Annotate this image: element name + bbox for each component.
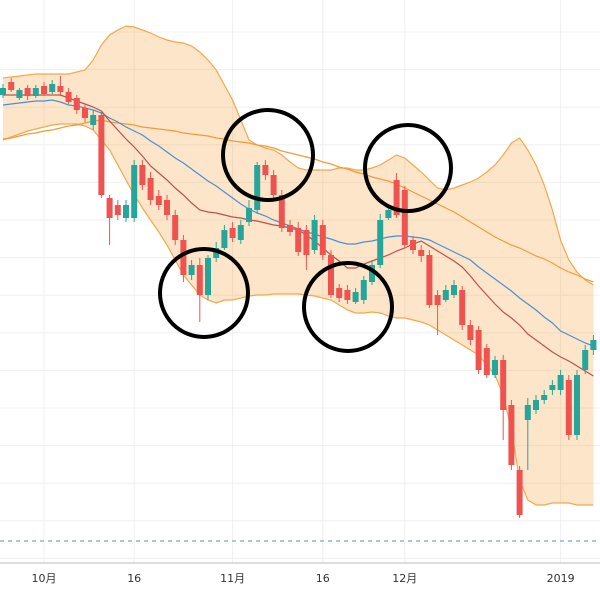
candle-body (426, 255, 433, 305)
candle-body (155, 196, 162, 205)
candle-body (246, 208, 252, 222)
candle-body (369, 265, 375, 282)
candle-body (164, 200, 170, 215)
candle-body (229, 228, 236, 238)
candle-body (500, 360, 507, 410)
candle-body (385, 210, 392, 218)
candle-body (442, 290, 449, 300)
candle-body (114, 205, 121, 215)
candle-body (328, 255, 334, 295)
candle-body (196, 265, 203, 295)
candle-body (57, 86, 64, 92)
candle-body (139, 165, 146, 185)
circle (363, 123, 453, 213)
candle-body (49, 84, 56, 92)
candle-body (8, 82, 15, 90)
candle-body (574, 375, 580, 435)
candle-body (451, 285, 457, 295)
candle-body (90, 115, 97, 125)
candle-body (533, 400, 539, 410)
candle-body (336, 288, 343, 298)
x-tick-label: 11月 (220, 572, 245, 585)
candle-body (352, 292, 359, 302)
circle (302, 261, 394, 353)
grid (0, 0, 600, 563)
candle-body (106, 198, 113, 218)
candle-body (418, 250, 425, 256)
time-axis (0, 563, 600, 599)
candle-body (549, 385, 556, 390)
candle-body (295, 228, 302, 252)
candle-body (377, 220, 384, 265)
candle-body (237, 225, 244, 240)
candle-body (590, 340, 597, 350)
band-fill (3, 26, 594, 505)
candle-body (557, 375, 564, 390)
x-tick-label: 16 (127, 572, 141, 585)
candle-body (172, 215, 179, 240)
band-upper (2, 25, 594, 286)
candle-body (262, 165, 269, 175)
candle-body (483, 348, 490, 375)
x-tick-label: 16 (316, 572, 330, 585)
candle-body (565, 380, 572, 435)
x-tick-label: 10月 (32, 572, 57, 585)
candle-body (278, 195, 285, 228)
candle-body (205, 258, 211, 295)
candle-body (32, 88, 39, 96)
candle-body (24, 88, 31, 96)
candle-body (188, 265, 195, 275)
candle-body (123, 205, 129, 218)
candle-body (344, 290, 351, 300)
candle-body (213, 248, 220, 258)
candle-body (524, 405, 531, 420)
candle-body (475, 330, 482, 370)
candle-body (180, 240, 187, 275)
candle-body (98, 115, 105, 195)
candle-body (319, 225, 326, 255)
candle-body (459, 290, 466, 325)
candle-body (147, 178, 154, 200)
candle-body (287, 225, 293, 232)
candle-body (311, 220, 318, 250)
candle-body (82, 108, 88, 118)
candle-body (221, 230, 228, 248)
plot (0, 25, 597, 518)
candle-body (131, 165, 138, 218)
candle-body (508, 405, 515, 465)
candle-body (401, 190, 408, 245)
candle-body (434, 295, 441, 305)
candle-body (254, 165, 261, 210)
candle-body (270, 175, 277, 195)
candle-body (410, 240, 416, 250)
candle-body (16, 90, 23, 98)
candle-body (492, 360, 498, 375)
candle-body (516, 470, 523, 515)
candle-body (393, 180, 400, 215)
candle-body (541, 395, 548, 400)
candle-body (360, 280, 367, 300)
candle-body (467, 325, 474, 340)
candle-body (582, 350, 589, 370)
circle (221, 108, 315, 202)
annotations (158, 108, 453, 353)
x-tick-label: 12月 (392, 572, 417, 585)
circle (158, 247, 250, 339)
candle-body (41, 86, 47, 94)
x-tick-label: 2019 (547, 572, 575, 585)
candle-body (65, 92, 72, 102)
candle-body (303, 230, 310, 255)
candle-body (73, 98, 80, 110)
candle-body (0, 88, 6, 95)
